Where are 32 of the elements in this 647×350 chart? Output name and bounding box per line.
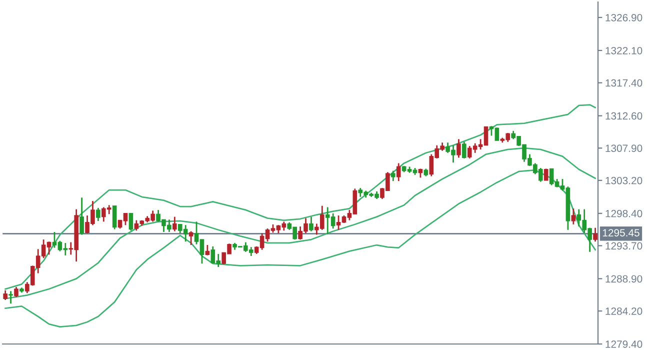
candlestick — [396, 162, 401, 182]
y-tick-label: 1288.90 — [606, 275, 642, 283]
candlestick — [188, 230, 194, 246]
candlestick — [205, 244, 210, 256]
candlestick — [391, 170, 396, 182]
candlestick — [462, 141, 466, 160]
candlestick — [96, 207, 100, 222]
y-tick-label: 1307.90 — [606, 144, 642, 152]
ref-line-label: 1295.45 — [602, 229, 640, 236]
candlestick — [80, 196, 84, 236]
y-tick-label: 1298.40 — [606, 210, 642, 218]
y-tick-label: 1303.20 — [606, 176, 642, 184]
line-series — [4, 104, 596, 290]
candlestick — [8, 290, 13, 304]
candlestick — [128, 212, 134, 232]
candlestick — [544, 168, 548, 182]
y-tick-label: 1317.40 — [606, 79, 642, 87]
candlestick — [172, 216, 177, 232]
y-tick-label: 1284.20 — [606, 308, 642, 315]
candlestick — [14, 286, 18, 298]
line-series — [4, 169, 596, 328]
y-tick-label: 1322.10 — [606, 46, 642, 54]
candlestick — [3, 290, 8, 301]
candlestick — [571, 208, 576, 226]
candlestick — [112, 205, 117, 230]
y-tick-label: 1326.90 — [606, 14, 642, 22]
candlestick — [456, 138, 461, 158]
candlestick — [309, 216, 314, 232]
y-tick-label: 1279.40 — [606, 340, 642, 348]
y-tick-label: 1312.60 — [606, 112, 642, 120]
y-tick-label: 1293.70 — [606, 242, 642, 250]
candlestick — [593, 227, 598, 242]
